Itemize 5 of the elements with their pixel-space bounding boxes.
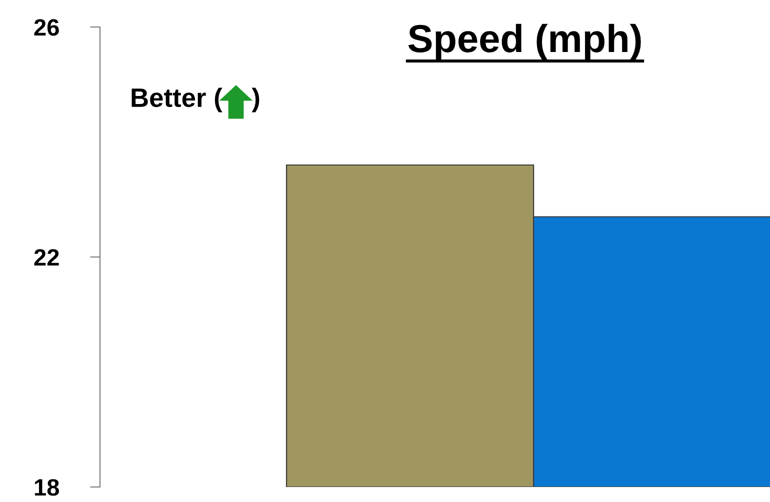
text: Better ( ) (132, 88, 260, 112)
y-tick-label: 22 (34, 249, 59, 266)
y-tick-label: 18 (34, 479, 59, 496)
chart-title: Speed (mph) (408, 24, 641, 60)
y-tick-label: 26 (34, 19, 59, 36)
